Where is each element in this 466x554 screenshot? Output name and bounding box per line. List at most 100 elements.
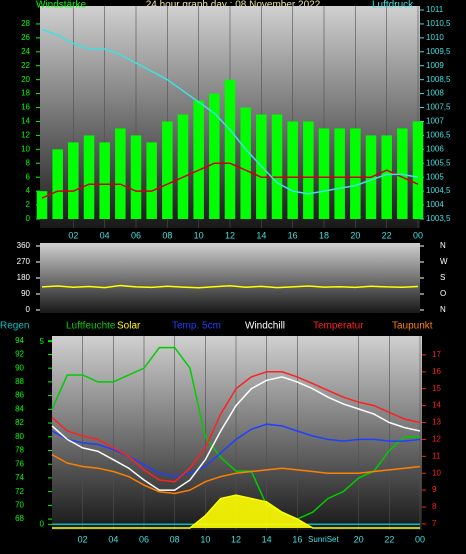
x-tick-label: 18: [319, 230, 329, 240]
x-tick-label: 10: [194, 230, 204, 240]
chart-title: 24 hour graph day : 08 November 2022: [146, 0, 321, 11]
series-line: [51, 453, 421, 495]
bar: [334, 128, 345, 219]
x-tick-label: 06: [131, 230, 141, 240]
tick-label: 16: [432, 367, 441, 376]
tick-label: 1005,5: [426, 158, 451, 167]
x-tick-label: 04: [100, 230, 110, 240]
tick-label: 8: [432, 502, 437, 511]
tick-label: 12: [432, 435, 441, 444]
tick-label: 86: [15, 391, 24, 400]
tick-label: 18: [21, 89, 30, 98]
tick-label: 76: [15, 459, 24, 468]
tick-label: 84: [15, 404, 24, 413]
series-line: [51, 376, 421, 491]
annotation: SunriSet: [308, 535, 339, 544]
legend-entry: Windstärke: [36, 0, 86, 11]
tick-label: 10: [21, 144, 30, 153]
tick-label: 1004: [426, 200, 444, 209]
series-line: [41, 28, 419, 195]
tick-label: 94: [15, 336, 24, 345]
legend-entry: Regen: [0, 321, 29, 332]
tick-label: 90: [21, 289, 30, 298]
tick-label: 1005: [426, 172, 444, 181]
tick-label: 1006,5: [426, 131, 451, 140]
tick-label: 22: [21, 61, 30, 70]
tick-label: 0: [26, 214, 31, 223]
series-line: [51, 371, 421, 483]
area-fill: [52, 495, 420, 528]
x-tick-label: 16: [292, 534, 302, 544]
legend-entry: Luftfeuchte: [66, 321, 116, 332]
x-tick-label: 14: [262, 534, 272, 544]
x-tick-label: 06: [139, 534, 149, 544]
tick-label: 1004,5: [426, 186, 451, 195]
bar: [177, 114, 189, 219]
bar: [68, 142, 79, 219]
tick-label: 14: [21, 117, 30, 126]
tick-label: 5: [40, 337, 45, 346]
bar: [162, 121, 173, 219]
tick-label: 1011: [426, 5, 444, 14]
series-line: [51, 423, 421, 478]
bar: [381, 135, 392, 219]
tick-label: 1008: [426, 89, 444, 98]
x-tick-label: 22: [382, 230, 392, 240]
tick-label: 1008,5: [426, 75, 451, 84]
series-line: [51, 346, 420, 520]
tick-label: 11: [432, 451, 441, 460]
tick-label: 1007,5: [426, 103, 451, 112]
x-tick-label: 00: [415, 534, 425, 544]
tick-label: 24: [21, 47, 30, 56]
tick-label: 70: [15, 500, 24, 509]
legend-entry: Windchill: [245, 321, 285, 332]
tick-label: 360: [17, 241, 31, 250]
bar: [130, 135, 142, 219]
tick-label: 90: [15, 363, 24, 372]
tick-label: 1009,5: [426, 47, 451, 56]
legend-entry: Temp. 5cm: [172, 321, 221, 332]
x-tick-label: 08: [170, 534, 180, 544]
x-tick-label: 08: [162, 230, 172, 240]
tick-label: N: [440, 305, 446, 314]
tick-label: 2: [26, 200, 31, 209]
bar: [271, 114, 283, 219]
tick-label: 82: [15, 418, 24, 427]
bar: [224, 79, 236, 220]
tick-label: 1007: [426, 117, 444, 126]
tick-label: 16: [21, 103, 30, 112]
bar: [287, 121, 298, 219]
tick-label: 10: [432, 468, 441, 477]
series-line: [41, 162, 419, 199]
tick-label: 6: [26, 172, 31, 181]
tick-label: 13: [432, 418, 441, 427]
tick-label: 78: [15, 446, 24, 455]
tick-label: 8: [26, 158, 31, 167]
tick-label: 80: [15, 432, 24, 441]
tick-label: 1009: [426, 61, 444, 70]
bar: [240, 107, 251, 219]
x-tick-label: 02: [68, 230, 78, 240]
tick-label: 1010: [426, 33, 444, 42]
series-line: [52, 494, 420, 529]
tick-label: N: [440, 241, 446, 250]
bar: [115, 128, 126, 219]
x-tick-label: 00: [413, 230, 423, 240]
bar: [350, 128, 361, 219]
x-tick-label: 16: [288, 230, 298, 240]
tick-label: 1010,5: [426, 19, 451, 28]
x-tick-label: 22: [384, 534, 394, 544]
x-tick-label: 14: [256, 230, 266, 240]
bar: [318, 128, 330, 219]
bar: [193, 100, 204, 219]
tick-label: 28: [21, 19, 30, 28]
tick-label: 1003,5: [426, 214, 451, 223]
x-tick-label: 12: [225, 230, 235, 240]
tick-label: 26: [21, 33, 30, 42]
bar: [52, 149, 63, 219]
tick-label: 74: [15, 473, 24, 482]
x-tick-label: 20: [350, 230, 360, 240]
tick-label: 68: [15, 514, 24, 523]
tick-label: W: [440, 257, 448, 266]
